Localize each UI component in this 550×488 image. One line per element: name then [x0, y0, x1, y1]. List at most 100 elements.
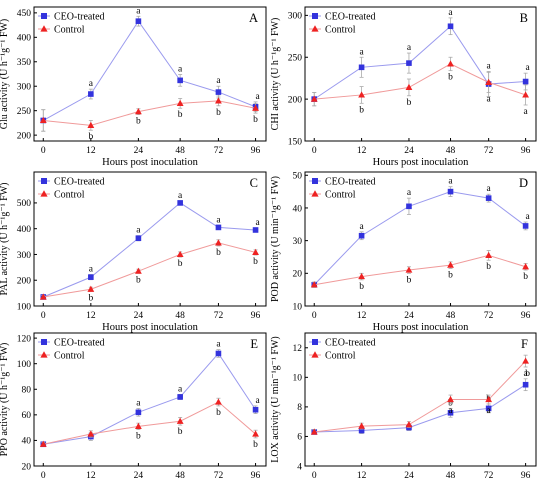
legend-label: CEO-treated: [325, 177, 376, 188]
series-line: [314, 63, 526, 100]
legend-label: Control: [325, 25, 356, 36]
y-axis-label: LOX activity (U min⁻¹g⁻¹ FW): [270, 336, 281, 463]
x-tick-label: 24: [404, 471, 414, 481]
x-tick-label: 12: [86, 311, 96, 321]
legend: CEO-treated Control: [38, 177, 105, 201]
data-point: [485, 395, 493, 403]
x-tick-label: 12: [357, 311, 367, 321]
series-line: [43, 202, 256, 298]
x-tick-label: 12: [357, 146, 367, 156]
data-point: [485, 195, 492, 201]
plot-frame: [33, 6, 267, 142]
y-tick-label: 40: [293, 204, 303, 214]
significance-label: b: [178, 110, 183, 120]
x-tick-label: 72: [214, 146, 224, 156]
legend-marker: [41, 178, 47, 184]
significance-label: a: [523, 107, 528, 117]
data-point: [135, 409, 142, 416]
data-point: [358, 91, 365, 98]
data-point: [252, 430, 259, 437]
y-axis-label: PPO activity (U h⁻¹g⁻¹ FW): [0, 343, 10, 457]
panel-f: 012244872964681012Hours post inoculation…: [270, 332, 537, 488]
significance-label: a: [178, 191, 183, 201]
x-tick-label: 12: [86, 146, 96, 156]
y-axis-label: PAL activity (U h⁻¹g⁻¹ FW): [0, 182, 10, 295]
x-tick-label: 12: [86, 471, 96, 481]
data-point: [215, 398, 222, 405]
panel-letter: D: [519, 176, 528, 190]
series-line: [314, 360, 526, 433]
series-line: [43, 100, 256, 126]
x-axis-label: Hours post inoculation: [373, 322, 469, 333]
legend-label: Control: [54, 25, 85, 36]
x-tick-label: 72: [214, 311, 224, 321]
data-point: [176, 99, 184, 106]
data-point: [252, 248, 259, 255]
data-point: [522, 223, 529, 229]
data-point: [176, 417, 184, 424]
y-tick-label: 300: [17, 83, 32, 93]
significance-label: b: [523, 272, 528, 282]
significance-label: a: [178, 64, 183, 74]
significance-label: b: [216, 248, 221, 258]
y-tick-label: 50: [293, 172, 303, 182]
series-line: [43, 242, 256, 298]
data-point: [485, 78, 493, 85]
panel-letter: C: [250, 176, 258, 190]
data-point: [358, 272, 365, 280]
significance-label: a: [89, 79, 94, 89]
legend-marker: [40, 25, 48, 32]
panel-a: 0 12 24 48 72 96 200 250 300 350 400 450 Hours post …: [0, 6, 267, 168]
series-line: [314, 254, 526, 286]
legend: CEO-treated Control: [309, 177, 376, 201]
legend-label: Control: [325, 190, 356, 201]
panel-letter: A: [249, 11, 258, 25]
data-point: [522, 263, 530, 270]
y-tick-label: 60: [22, 411, 32, 421]
x-tick-label: 72: [484, 146, 494, 156]
data-point: [215, 350, 222, 357]
data-point: [215, 97, 222, 104]
x-axis-label: Hours post inoculation: [102, 322, 198, 333]
significance-label: a: [407, 43, 412, 53]
significance-label: a: [89, 265, 94, 275]
legend-marker: [311, 351, 319, 358]
legend-marker: [311, 190, 319, 197]
significance-label: a: [216, 215, 221, 225]
data-point: [177, 200, 183, 206]
data-point: [310, 281, 318, 288]
series-line: [43, 352, 256, 445]
significance-label: b: [359, 105, 364, 115]
y-tick-label: 350: [17, 58, 32, 68]
significance-label: b: [407, 98, 412, 108]
significance-label: a: [525, 212, 530, 222]
data-point: [522, 381, 529, 388]
legend: CEO-treated Control: [309, 338, 376, 362]
significance-label: a: [448, 177, 453, 187]
series-ceo-treated: a a a a a: [311, 8, 530, 107]
x-tick-label: 72: [484, 311, 494, 321]
x-tick-label: 12: [357, 471, 367, 481]
legend-marker: [312, 13, 318, 19]
data-point: [39, 293, 47, 300]
x-tick-label: 48: [175, 146, 185, 156]
data-point: [358, 422, 365, 429]
y-tick-label: 500: [17, 199, 32, 209]
significance-label: a: [525, 63, 530, 73]
y-tick-label: 40: [22, 437, 32, 447]
series-line: [43, 401, 256, 445]
plot-frame: [304, 332, 537, 467]
significance-label: b: [88, 132, 93, 142]
series-control: a a a: [310, 354, 530, 435]
data-point: [522, 91, 530, 98]
x-tick-label: 0: [312, 146, 317, 156]
series-line: [313, 25, 526, 100]
x-tick-label: 24: [134, 146, 144, 156]
data-point: [522, 357, 530, 364]
significance-label: a: [136, 226, 141, 236]
significance-label: b: [253, 440, 258, 450]
data-point: [358, 427, 365, 434]
data-point: [252, 227, 259, 233]
x-axis-label: Hours post inoculation: [373, 157, 469, 168]
legend-marker: [312, 339, 318, 345]
